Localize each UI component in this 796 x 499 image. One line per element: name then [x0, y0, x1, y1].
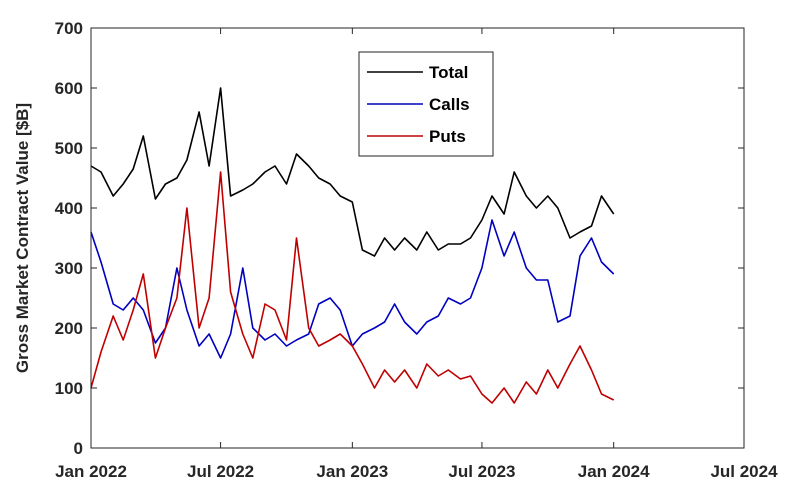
y-tick-label: 400 — [55, 199, 83, 218]
tick-layer: 0 100 200 300 400 500 600 700 Jan 2022 Jul 2022 Ja… — [55, 19, 778, 481]
y-tick-label: 700 — [55, 19, 83, 38]
x-tick-label: Jan 2022 — [55, 462, 127, 481]
y-tick-label: 300 — [55, 259, 83, 278]
series-layer — [90, 87, 615, 404]
legend-label-calls: Calls — [429, 95, 470, 114]
x-tick-label: Jul 2023 — [448, 462, 515, 481]
legend-label-puts: Puts — [429, 127, 466, 146]
y-tick-label: 600 — [55, 79, 83, 98]
y-tick-label: 100 — [55, 379, 83, 398]
legend-label-total: Total — [429, 63, 468, 82]
y-axis-label: Gross Market Contract Value [$B] — [13, 103, 32, 373]
series-line-total — [90, 87, 615, 257]
y-tick-label: 500 — [55, 139, 83, 158]
x-tick-label: Jan 2024 — [578, 462, 650, 481]
plot-box — [90, 27, 745, 449]
legend: Total Calls Puts — [358, 51, 494, 157]
x-tick-label: Jan 2023 — [316, 462, 388, 481]
y-tick-label: 200 — [55, 319, 83, 338]
y-tick-label: 0 — [74, 439, 83, 458]
x-tick-label: Jul 2024 — [710, 462, 778, 481]
series-line-puts — [90, 171, 615, 404]
x-tick-label: Jul 2022 — [187, 462, 254, 481]
